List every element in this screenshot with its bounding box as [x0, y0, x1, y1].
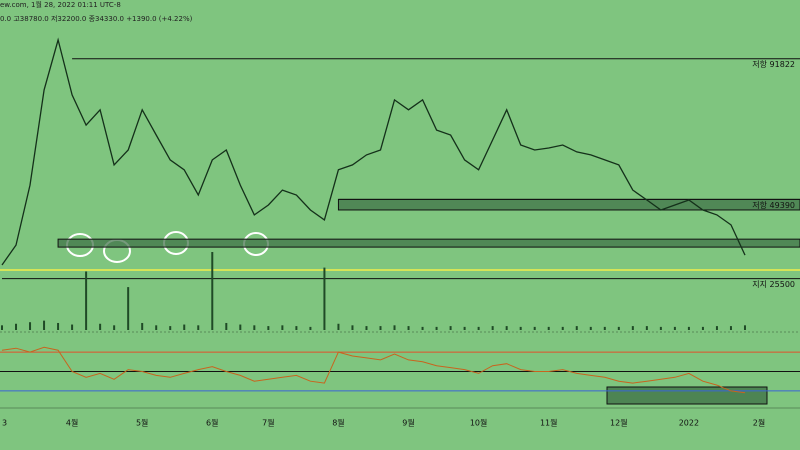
- volume-bar: [127, 287, 130, 330]
- header-ohlc: 0.0 고38780.0 저32200.0 종34330.0 +1390.0 (…: [0, 14, 193, 23]
- volume-bar: [323, 267, 326, 330]
- zone: [337, 198, 800, 211]
- volume-bar: [197, 325, 200, 330]
- volume-bar: [407, 326, 410, 330]
- volume-bar: [43, 320, 46, 330]
- volume-bar: [631, 326, 634, 330]
- volume-bar: [29, 322, 32, 330]
- volume-bar: [533, 326, 536, 330]
- volume-bar: [99, 323, 102, 330]
- volume-bar: [561, 326, 564, 330]
- volume-bar: [603, 326, 606, 330]
- header-title: ew.com, 1월 28, 2022 01:11 UTC-8: [0, 0, 121, 9]
- x-tick-label: 7월: [262, 418, 274, 428]
- volume-bar: [337, 323, 340, 330]
- volume-bar: [15, 323, 18, 330]
- volume-bar: [71, 324, 74, 330]
- x-tick-label: 4월: [66, 418, 78, 428]
- volume-bar: [575, 326, 578, 330]
- volume-bar: [393, 325, 396, 330]
- volume-bar: [687, 326, 690, 330]
- x-tick-label: 10월: [470, 418, 488, 428]
- x-tick-label: 2022: [679, 419, 699, 428]
- x-tick-label: 3: [2, 419, 7, 428]
- volume-bar: [701, 326, 704, 330]
- level-label: 지지 25500: [752, 280, 795, 289]
- volume-bar: [281, 325, 284, 330]
- volume-bar: [211, 252, 214, 330]
- volume-bar: [1, 325, 3, 330]
- volume-bar: [113, 325, 116, 330]
- x-tick-label: 6월: [206, 418, 218, 428]
- volume-bar: [729, 326, 732, 330]
- volume-bar: [295, 326, 298, 330]
- x-tick-label: 12월: [610, 418, 628, 428]
- volume-bar: [435, 326, 438, 330]
- volume-bar: [309, 326, 312, 330]
- volume-bar: [645, 326, 648, 330]
- volume-bar: [589, 326, 592, 330]
- volume-bar: [225, 322, 228, 330]
- volume-bar: [365, 326, 368, 330]
- zone: [57, 238, 800, 248]
- volume-bar: [519, 326, 522, 330]
- volume-bar: [547, 326, 550, 330]
- volume-bar: [477, 326, 480, 330]
- volume-bar: [169, 326, 172, 330]
- x-tick-label: 2월: [753, 418, 765, 428]
- volume-bar: [617, 326, 620, 330]
- level-label: 저항 49390: [752, 201, 795, 210]
- volume-bar: [57, 322, 60, 330]
- volume-bar: [505, 326, 508, 330]
- x-tick-label: 5월: [136, 418, 148, 428]
- volume-bar: [183, 324, 186, 330]
- volume-bar: [351, 325, 354, 330]
- volume-bar: [379, 326, 382, 330]
- rsi-box: [606, 386, 768, 405]
- price-line: [1, 37, 746, 266]
- volume-bar: [743, 325, 746, 330]
- volume-bar: [239, 324, 242, 330]
- volume-bar: [673, 326, 676, 330]
- rsi-line: [1, 346, 746, 394]
- volume-bar: [253, 325, 256, 330]
- level-label: 저항 91822: [752, 60, 795, 69]
- x-tick-label: 8월: [332, 418, 344, 428]
- x-tick-label: 11월: [540, 418, 558, 428]
- volume-bar: [659, 326, 662, 330]
- volume-bar: [141, 322, 144, 330]
- volume-bar: [85, 271, 88, 330]
- volume-bar: [421, 326, 424, 330]
- volume-bar: [267, 326, 270, 330]
- x-tick-label: 9월: [402, 418, 414, 428]
- volume-bar: [491, 326, 494, 330]
- volume-bar: [463, 326, 466, 330]
- volume-bar: [715, 326, 718, 330]
- volume-bar: [449, 326, 452, 330]
- volume-bar: [155, 325, 158, 330]
